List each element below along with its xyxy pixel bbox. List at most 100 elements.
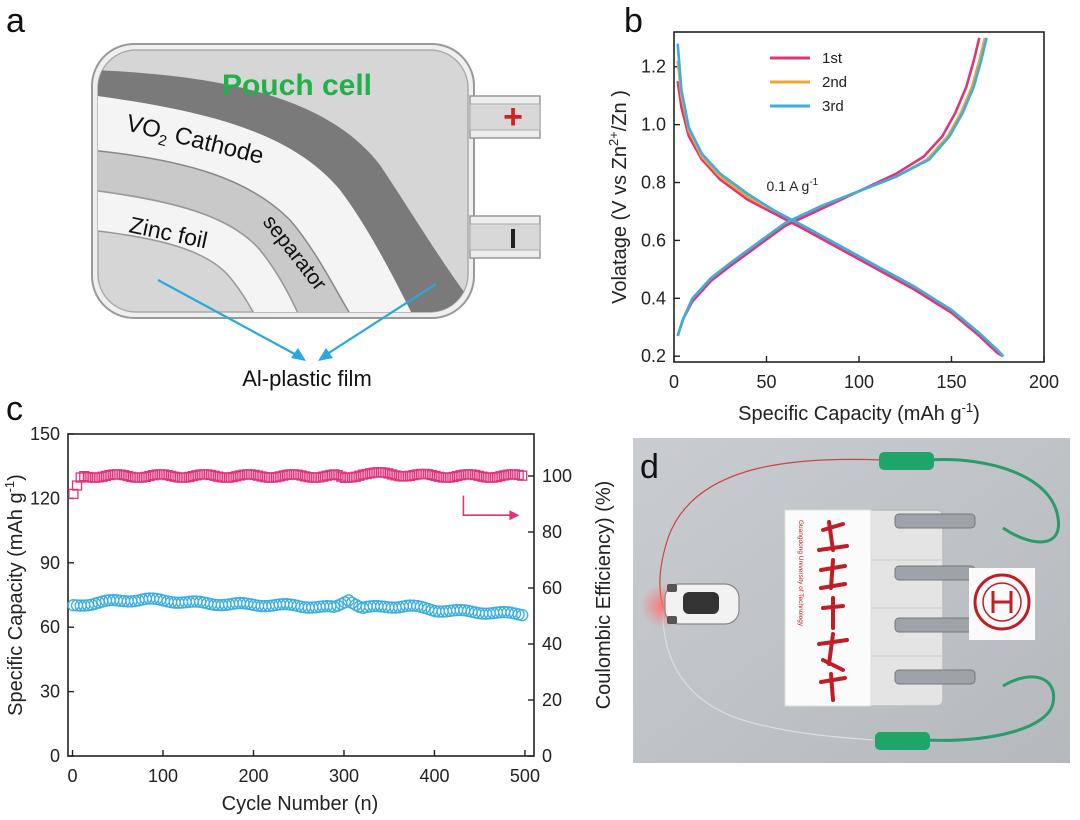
chart-c-xtick-label: 100 [148, 766, 178, 786]
chart-c-ylabel: Specific Capacity (mAh g-1) [2, 474, 27, 716]
chart-c-ce-point [332, 470, 343, 481]
chart-c-y2tick-label: 20 [542, 690, 562, 710]
chart-c-ce-point [455, 470, 466, 481]
chart-c-ce-point [278, 470, 289, 481]
chart-c-frame [67, 433, 535, 757]
chart-b-xtick-label: 150 [936, 372, 966, 392]
voltage-capacity-chart: 0 50 100 150 200 0.2 0.4 0.6 0.8 1.0 1.2 1st 2nd 3rd… [606, 31, 1059, 425]
university-logo [973, 573, 1031, 631]
chart-c-ce-point [513, 469, 524, 481]
minus-symbol: I [509, 223, 517, 254]
pouch-cell-title: Pouch cell [222, 69, 372, 102]
panel-letter-d: d [640, 448, 659, 486]
chart-c-ce-point [318, 471, 329, 482]
chart-b-ytick-label: 1.0 [641, 115, 666, 135]
chart-c-xtick-label: 0 [68, 766, 78, 786]
chart-c-ce-point [491, 471, 503, 483]
chart-c-xtick-label: 400 [419, 766, 449, 786]
al-plastic-film-label: Al-plastic film [242, 366, 372, 391]
chart-b-discharge-line-1 [676, 81, 1004, 358]
chart-c-ce-point [234, 470, 246, 481]
chart-c-ce-point [386, 469, 398, 480]
chart-c-ce-point [292, 469, 303, 480]
chart-c-ytick-label: 90 [40, 553, 60, 573]
chart-c-ce-point [379, 467, 390, 478]
chart-c-y2label: Coulombic Efficiency) (%) [593, 481, 615, 710]
chart-c-ce-point [231, 471, 242, 482]
chart-c-ce-point [162, 469, 173, 481]
chart-c-axis-arrowhead [509, 510, 520, 521]
chart-b-ytick-label: 1.2 [641, 57, 666, 77]
chart-b-ytick-label: 0.8 [641, 173, 666, 193]
chart-c-ce-point [97, 471, 108, 482]
chart-c-ce-point [252, 470, 264, 481]
chart-b-legend-label: 2nd [822, 74, 847, 91]
chart-c-ce-point [350, 471, 361, 482]
film-arrow-left [157, 279, 303, 359]
chart-c-ce-point [448, 471, 459, 483]
chart-b-xtick-label: 50 [756, 372, 776, 392]
chart-c-ce-point [184, 471, 195, 483]
chart-b-ytick-label: 0.6 [641, 230, 666, 250]
chart-c-ce-point [274, 471, 285, 482]
chart-c-ce-point [365, 468, 376, 479]
chart-c-ce-point [256, 471, 267, 482]
chart-c-ce-point [517, 470, 528, 481]
film-arrow-right [323, 283, 437, 357]
chart-c-ce-point [451, 470, 463, 482]
chart-c-ce-point [498, 470, 510, 481]
chart-b-annotation: 0.1 A g-1 [767, 177, 819, 194]
chart-c-capacity-point [516, 608, 529, 622]
chart-c-ce-point [470, 469, 481, 481]
chart-c-ce-point [299, 471, 311, 482]
pouch-cell-diagram: + I Pouch cell VO2 Cathode Zinc foil sep… [91, 43, 541, 391]
chart-c-ce-point [361, 468, 372, 480]
chart-c-ce-point [79, 471, 90, 482]
chart-b-xtick-label: 200 [1029, 372, 1059, 392]
chart-c-ce-point [270, 472, 282, 483]
chart-c-ce-point [408, 470, 419, 481]
chart-c-ce-point [422, 469, 434, 480]
chart-c-ce-point [187, 471, 199, 482]
chart-c-ce-point [205, 469, 217, 481]
chart-b-xtick-label: 100 [844, 372, 874, 392]
chart-b-charge-line-3 [676, 37, 988, 337]
chart-c-ce-point [213, 471, 224, 482]
chart-c-ce-point [426, 469, 437, 481]
chart-c-y2tick-label: 80 [542, 522, 562, 542]
chart-b-ylabel: Volatage (V vs Zn2+/Zn ) [606, 90, 631, 304]
chart-c-ce-point [166, 470, 177, 482]
panel-letter-a: a [6, 2, 25, 40]
chart-b-legend-label: 3rd [822, 98, 844, 115]
cycling-chart: 0 100 200 300 400 500030609012015002040608010… [2, 424, 615, 815]
chart-c-ce-point [100, 470, 112, 482]
chart-c-ce-point [296, 470, 307, 481]
cathode-band [98, 70, 468, 312]
chart-c-ce-point [140, 471, 151, 482]
chart-c-y2tick-label: 60 [542, 578, 562, 598]
chart-b-ytick-label: 0.4 [641, 288, 666, 308]
chart-c-ytick-label: 30 [40, 682, 60, 702]
chart-c-ce-point [404, 470, 416, 482]
chart-c-xlabel: Cycle Number (n) [222, 793, 379, 815]
chart-c-ce-point [390, 470, 401, 481]
green-wire-top [927, 458, 1060, 544]
chart-c-y2tick-label: 100 [542, 466, 572, 486]
chart-c-ce-point [227, 471, 238, 483]
chart-c-ce-point [118, 470, 130, 481]
green-clip-bottom [875, 732, 930, 750]
chart-c-ce-point [93, 472, 104, 483]
chart-c-ytick-label: 0 [50, 746, 60, 766]
panel-letter-b: b [624, 2, 643, 40]
separator-band [98, 95, 420, 312]
chart-c-ce-point [477, 471, 488, 482]
chart-b-discharge-line-3 [676, 43, 1005, 358]
plus-symbol: + [503, 98, 523, 136]
lower-arc [98, 189, 307, 312]
chart-c-xtick-label: 300 [329, 766, 359, 786]
thin-wire [662, 612, 874, 741]
chart-c-axis-arrow [462, 495, 512, 516]
chart-c-ce-point [249, 469, 260, 481]
chart-c-ytick-label: 120 [30, 488, 60, 508]
chart-c-ce-point [495, 471, 506, 482]
